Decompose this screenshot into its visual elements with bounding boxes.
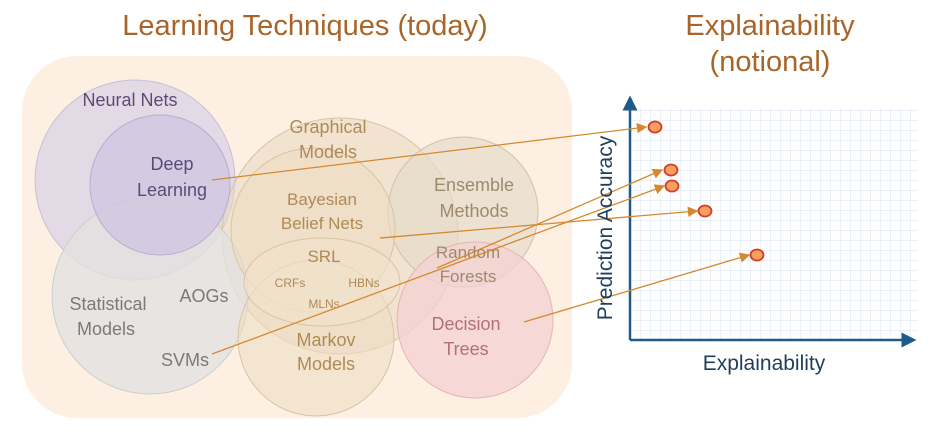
mlns-label: MLNs (308, 297, 339, 311)
ensemble-methods-label-1: Ensemble (434, 175, 514, 195)
decision-trees-circle (396, 241, 554, 399)
chart-points (647, 120, 765, 262)
learning-techniques-title: Learning Techniques (today) (122, 10, 488, 42)
svms-arrow (211, 184, 666, 355)
deep-learning-circle (89, 114, 231, 256)
explainability-title-line1: Explainability (685, 10, 855, 42)
ensemble-methods-label-2: Methods (439, 201, 508, 221)
decision-trees-label-2: Trees (443, 339, 488, 359)
srl-ellipse (243, 237, 401, 327)
deep-learning-label-1: Deep (150, 154, 193, 174)
hbns-label: HBNs (348, 276, 379, 290)
neural-nets-label: Neural Nets (82, 90, 177, 110)
statistical-models-label-1: Statistical (69, 294, 146, 314)
y-axis-label: Prediction Accuracy (594, 135, 617, 320)
deep-learning-point (647, 120, 663, 134)
aogs-label: AOGs (179, 286, 228, 306)
srl-label: SRL (307, 247, 340, 266)
markov-models-label-2: Models (297, 354, 355, 374)
random-forests-arrow (436, 168, 664, 269)
deep-learning-label-2: Learning (137, 180, 207, 200)
graphical-models-label-1: Graphical (289, 117, 366, 137)
random-forests-point (663, 163, 679, 177)
bayesian-point (697, 204, 713, 218)
decision-trees-point (749, 248, 765, 262)
explainability-grid (630, 108, 918, 338)
explainability-title-line2: (notional) (709, 46, 831, 78)
crfs-label: CRFs (275, 276, 306, 290)
explainability-title: Explainability (notional) (640, 8, 900, 80)
svms-label: SVMs (161, 350, 209, 370)
decision-trees-arrow (523, 252, 751, 323)
decision-trees-label-1: Decision (431, 314, 500, 334)
graphical-models-label-2: Models (299, 142, 357, 162)
random-forests-label-2: Forests (440, 267, 497, 286)
markov-models-label-1: Markov (296, 330, 355, 350)
bayesian-label-2: Belief Nets (281, 214, 363, 233)
statistical-models-label-2: Models (77, 319, 135, 339)
svms-point (664, 179, 680, 193)
bayesian-label-1: Bayesian (287, 190, 357, 209)
x-axis-label: Explainability (703, 352, 826, 375)
deep-learning-arrow (211, 122, 648, 181)
